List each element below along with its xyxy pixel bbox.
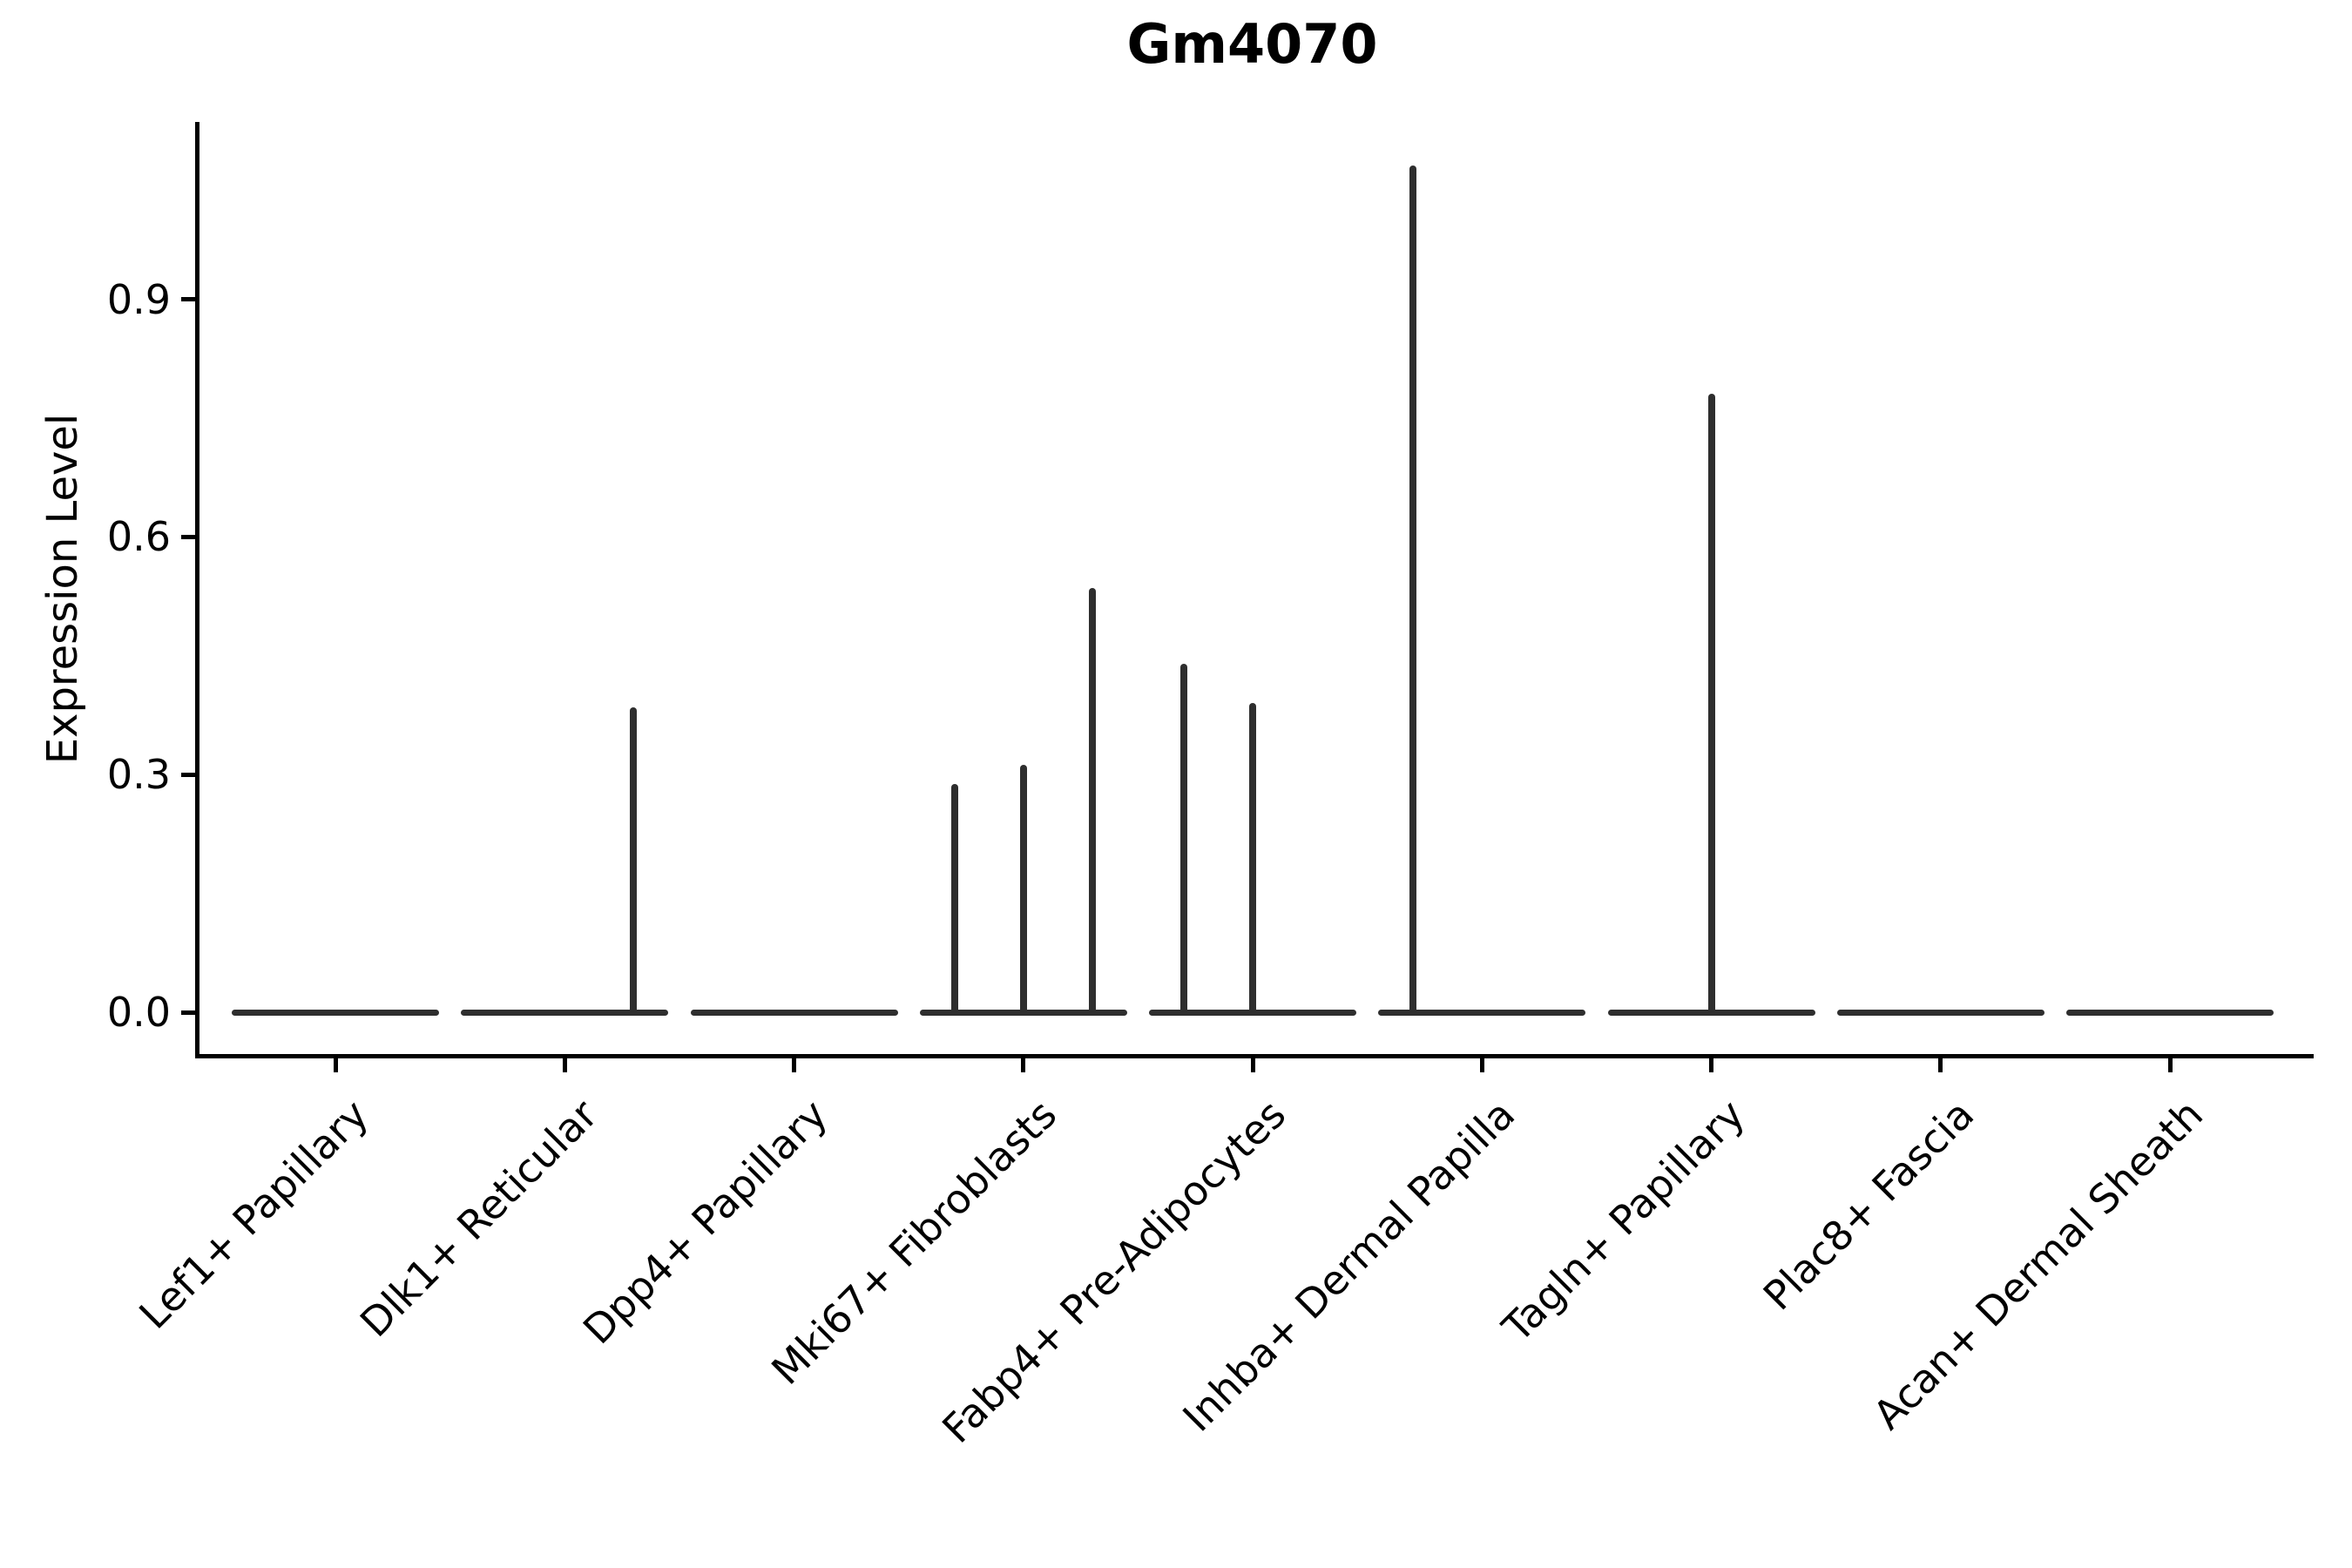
chart-title: Gm4070 [1126, 12, 1378, 76]
violin-spike [1019, 765, 1027, 1016]
x-tick-label: Plac8+ Fascia [1754, 1091, 1983, 1320]
violin-baseline [1836, 1009, 2044, 1016]
x-tick [1938, 1058, 1943, 1072]
y-tick-label: 0.9 [106, 275, 171, 323]
violin-baseline [1378, 1009, 1586, 1016]
violin-baseline [690, 1009, 898, 1016]
x-tick [562, 1058, 567, 1072]
x-tick [1250, 1058, 1255, 1072]
y-axis-label: Expression Level [38, 413, 87, 765]
x-tick-label: Dpp4+ Papillary [573, 1091, 836, 1354]
x-tick [2167, 1058, 2173, 1072]
x-tick [1479, 1058, 1484, 1072]
y-tick-label: 0.6 [106, 513, 171, 561]
y-axis-spine [195, 122, 199, 1058]
y-tick [181, 1010, 195, 1015]
x-tick-label: Mki67+ Fibroblasts [761, 1091, 1065, 1394]
y-tick [181, 772, 195, 777]
x-tick [333, 1058, 338, 1072]
x-axis-spine [195, 1054, 2314, 1058]
violin-spike [1249, 703, 1256, 1016]
violin-baseline [232, 1009, 439, 1016]
x-tick [1709, 1058, 1713, 1072]
x-tick-label: Acan+ Dermal Sheath [1863, 1091, 2213, 1439]
x-tick-label: Dlk1+ Reticular [351, 1091, 607, 1347]
x-tick [1021, 1058, 1026, 1072]
violin-spike [1180, 663, 1187, 1016]
x-tick-label: Fabp4+ Pre-Adipocytes [933, 1091, 1295, 1452]
violin-baseline [461, 1009, 669, 1016]
y-tick [181, 297, 195, 302]
violin-spike [630, 706, 638, 1016]
violin-spike [950, 784, 958, 1016]
violin-spike [1088, 587, 1096, 1016]
x-tick-label: Tagln+ Papillary [1492, 1091, 1754, 1351]
x-tick-label: Inhba+ Dermal Papilla [1173, 1091, 1524, 1441]
violin-spike [1707, 393, 1715, 1016]
y-tick-label: 0.0 [106, 989, 171, 1036]
violin-spike [1409, 166, 1417, 1016]
x-tick [792, 1058, 796, 1072]
y-tick-label: 0.3 [106, 751, 171, 799]
violin-baseline [2066, 1009, 2274, 1016]
y-tick [181, 534, 195, 539]
